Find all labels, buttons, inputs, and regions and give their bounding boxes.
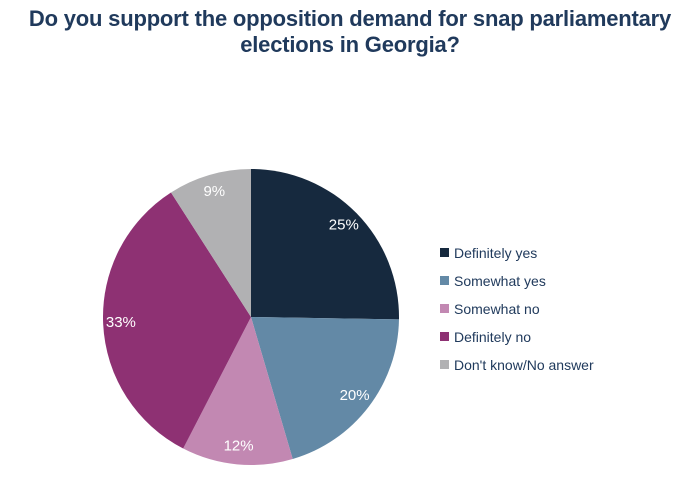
pie-slice-somewhat-no — [183, 317, 293, 465]
pie-value-labels-group: 25% 20% 12% 33% 9% — [106, 183, 370, 455]
legend-label-definitely-yes: Definitely yes — [454, 244, 538, 261]
pie-value-label-definitely-yes: 25% — [329, 217, 359, 234]
legend-item-somewhat-no: Somewhat no — [440, 300, 594, 317]
legend-swatch-somewhat-yes — [440, 276, 449, 285]
pie-slices-group — [102, 169, 399, 465]
pie-slice-don-t-know-no-answer — [170, 169, 251, 317]
legend-swatch-somewhat-no — [440, 304, 449, 313]
legend-item-don-t-know-no-answer: Don't know/No answer — [440, 356, 594, 373]
legend-item-somewhat-yes: Somewhat yes — [440, 272, 594, 289]
chart-title-line-1: Do you support the opposition demand for… — [28, 6, 672, 31]
pie-value-label-somewhat-yes: 20% — [340, 387, 370, 404]
pie-slice-definitely-no — [102, 192, 251, 449]
legend-swatch-definitely-no — [440, 332, 449, 341]
chart-title: Do you support the opposition demand for… — [0, 6, 700, 58]
pie-value-label-definitely-no: 33% — [106, 314, 136, 331]
legend-label-somewhat-no: Somewhat no — [454, 300, 540, 317]
legend-label-definitely-no: Definitely no — [454, 328, 532, 345]
legend-item-definitely-no: Definitely no — [440, 328, 594, 345]
chart-title-line-2: elections in Georgia? — [240, 32, 460, 57]
pie-slice-definitely-yes — [251, 169, 399, 320]
legend-item-definitely-yes: Definitely yes — [440, 244, 594, 261]
legend-swatch-definitely-yes — [440, 248, 449, 257]
pie-value-label-don-t-know-no-answer: 9% — [203, 183, 225, 200]
legend-label-somewhat-yes: Somewhat yes — [454, 272, 546, 289]
legend-swatch-don-t-know-no-answer — [440, 360, 449, 369]
pie-slice-somewhat-yes — [251, 317, 399, 459]
legend: Definitely yes Somewhat yes Somewhat no Def… — [440, 244, 594, 384]
legend-label-don-t-know-no-answer: Don't know/No answer — [454, 356, 594, 373]
pie-value-label-somewhat-no: 12% — [224, 438, 254, 455]
